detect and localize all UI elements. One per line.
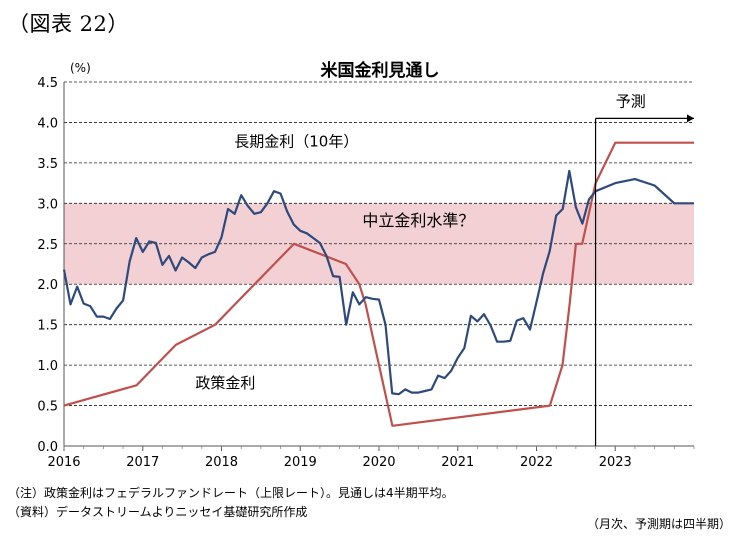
long-term-yield-label: 長期金利（10年） bbox=[234, 133, 358, 151]
footnote-frequency: （月次、予測期は四半期） bbox=[586, 517, 731, 531]
x-tick-label: 2020 bbox=[362, 455, 395, 470]
axis-layer: 0.0 0.5 1.0 1.5 2.0 2.5 3.0 3.5 4.0 4.5 2016 2017 20… bbox=[37, 76, 695, 470]
y-tick-label: 3.0 bbox=[37, 197, 58, 212]
neutral-rate-label: 中立金利水準？ bbox=[362, 211, 474, 230]
forecast-label: 予測 bbox=[616, 92, 646, 110]
x-tick-label: 2022 bbox=[520, 455, 553, 470]
x-tick-label: 2018 bbox=[205, 455, 238, 470]
y-tick-label: 1.0 bbox=[37, 359, 58, 374]
long-term-yield-line bbox=[62, 169, 694, 396]
y-axis-unit: (%) bbox=[70, 61, 91, 75]
y-tick-label: 1.5 bbox=[37, 319, 58, 334]
y-tick-label: 2.5 bbox=[37, 238, 58, 253]
series-layer bbox=[62, 141, 694, 427]
y-tick-label: 4.0 bbox=[37, 116, 58, 131]
y-tick-label: 2.0 bbox=[37, 278, 58, 293]
chart-title: 米国金利見通し bbox=[321, 60, 440, 81]
y-tick-label: 0.0 bbox=[37, 440, 58, 455]
y-tick-label: 4.5 bbox=[37, 76, 58, 91]
policy-rate-line bbox=[63, 141, 694, 427]
footnote-source: （資料）データストリームよりニッセイ基礎研究所作成 bbox=[8, 505, 308, 519]
x-tick-label: 2023 bbox=[599, 455, 632, 470]
x-tick-label: 2019 bbox=[284, 455, 317, 470]
x-tick-label: 2017 bbox=[126, 455, 159, 470]
y-tick-label: 3.5 bbox=[37, 157, 58, 172]
footnote-policy-rate: （注）政策金利はフェデラルファンドレート（上限レート）。見通しは4半期平均。 bbox=[8, 486, 454, 500]
policy-rate-label: 政策金利 bbox=[195, 374, 255, 392]
grid-layer bbox=[64, 81, 694, 406]
y-tick-label: 0.5 bbox=[37, 400, 58, 415]
x-tick-label: 2021 bbox=[441, 455, 474, 470]
x-tick-label: 2016 bbox=[47, 455, 80, 470]
figure-label: （図表 22） bbox=[8, 12, 129, 36]
forecast-arrow-head bbox=[687, 114, 694, 123]
